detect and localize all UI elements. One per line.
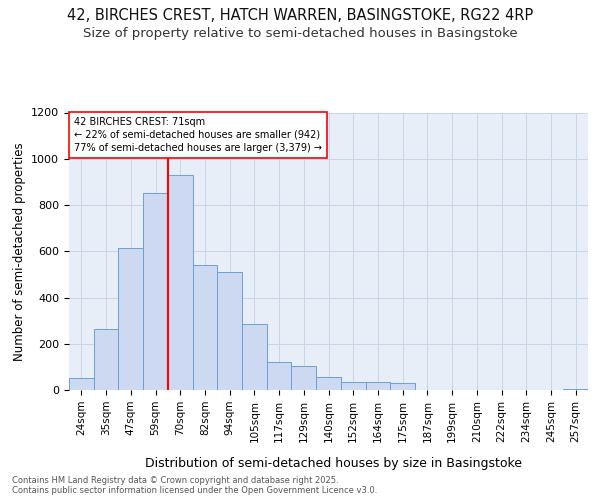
Bar xyxy=(292,366,316,390)
Bar xyxy=(168,175,193,390)
Text: Contains HM Land Registry data © Crown copyright and database right 2025.
Contai: Contains HM Land Registry data © Crown c… xyxy=(12,476,377,495)
Bar xyxy=(143,194,168,390)
Bar xyxy=(365,382,390,390)
Bar xyxy=(94,328,118,390)
Bar xyxy=(69,378,94,390)
Bar xyxy=(118,248,143,390)
Bar xyxy=(563,389,588,390)
Bar xyxy=(316,378,341,390)
Text: Distribution of semi-detached houses by size in Basingstoke: Distribution of semi-detached houses by … xyxy=(145,458,521,470)
Text: Size of property relative to semi-detached houses in Basingstoke: Size of property relative to semi-detach… xyxy=(83,28,517,40)
Text: 42 BIRCHES CREST: 71sqm
← 22% of semi-detached houses are smaller (942)
77% of s: 42 BIRCHES CREST: 71sqm ← 22% of semi-de… xyxy=(74,116,322,153)
Bar xyxy=(390,383,415,390)
Bar xyxy=(341,382,365,390)
Bar xyxy=(217,272,242,390)
Y-axis label: Number of semi-detached properties: Number of semi-detached properties xyxy=(13,142,26,360)
Text: 42, BIRCHES CREST, HATCH WARREN, BASINGSTOKE, RG22 4RP: 42, BIRCHES CREST, HATCH WARREN, BASINGS… xyxy=(67,8,533,22)
Bar xyxy=(242,324,267,390)
Bar xyxy=(267,362,292,390)
Bar xyxy=(193,265,217,390)
